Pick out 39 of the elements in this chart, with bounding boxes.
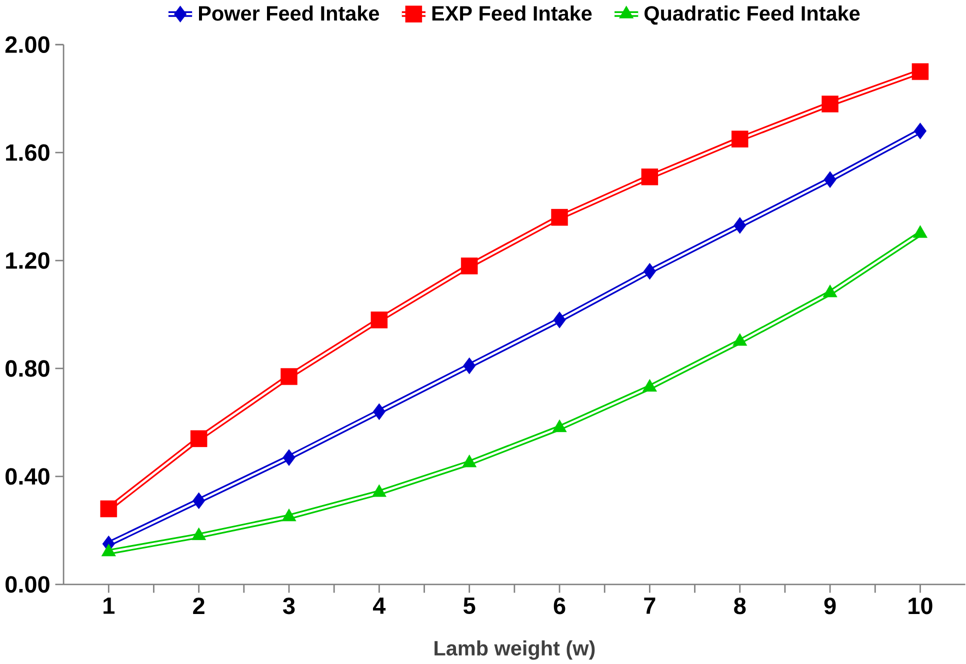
x-tick-label: 2: [193, 597, 204, 614]
point: [192, 492, 206, 509]
x-axis-title: Lamb weight (w): [434, 640, 595, 660]
point: [914, 122, 927, 140]
y-tick-label: 1.20: [6, 252, 50, 269]
point: [551, 208, 568, 226]
legend-label: Quadratic Feed Intake: [644, 5, 860, 24]
y-tick-label: 0.00: [6, 576, 50, 593]
y-tick-label: 2.00: [5, 36, 50, 53]
x-tick-label: 3: [283, 597, 295, 614]
legend-label: Power Feed Intake: [199, 5, 380, 21]
y-tick-label: 1.60: [6, 144, 50, 161]
point: [643, 262, 656, 280]
point: [282, 448, 296, 466]
x-tick-label: 10: [908, 597, 932, 614]
point: [372, 403, 386, 420]
point: [553, 311, 566, 328]
point: [463, 357, 476, 374]
point: [824, 171, 836, 188]
x-tick-label: 4: [372, 597, 386, 614]
x-tick-label: 1: [104, 597, 115, 614]
point: [370, 311, 388, 328]
x-tick-label: 5: [464, 597, 476, 614]
point: [734, 216, 746, 234]
point: [641, 168, 658, 186]
point: [912, 63, 929, 80]
x-tick-label: 7: [644, 597, 656, 614]
y-tick-label: 0.40: [6, 468, 50, 485]
x-tick-label: 8: [734, 597, 746, 614]
point: [280, 368, 298, 385]
point: [731, 130, 748, 148]
point: [100, 500, 118, 518]
point: [822, 95, 838, 112]
x-tick-label: 6: [554, 597, 566, 614]
legend-label: EXP Feed Intake: [432, 5, 592, 21]
y-tick-label: 0.80: [6, 360, 50, 377]
x-tick-label: 9: [824, 597, 836, 614]
point: [460, 257, 478, 274]
point: [190, 430, 208, 447]
